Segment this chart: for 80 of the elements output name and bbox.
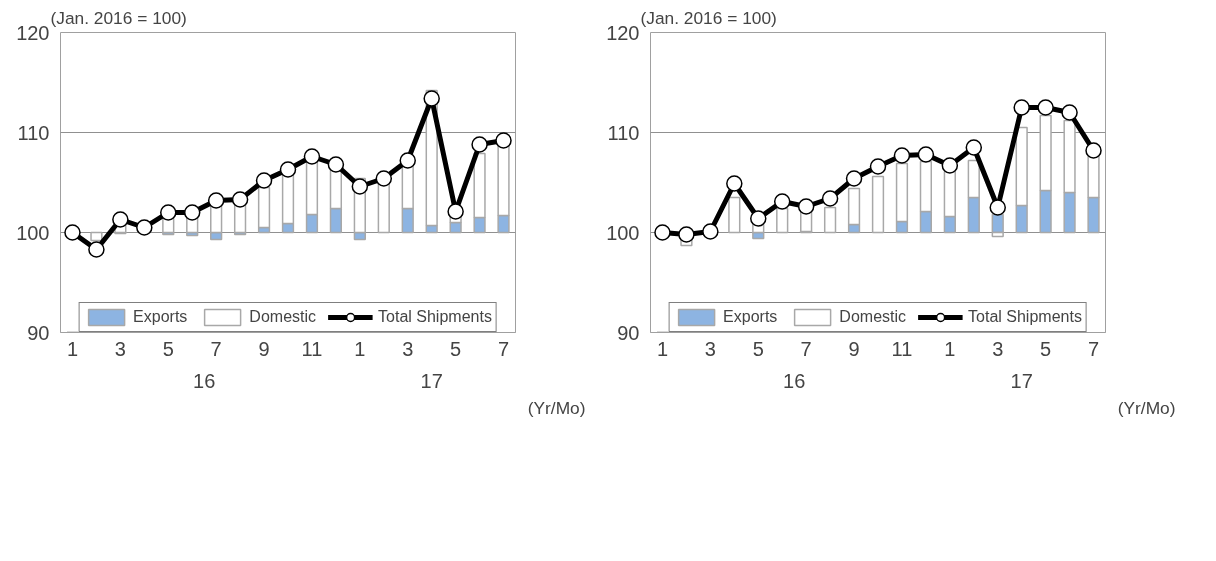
point — [136, 219, 153, 236]
text: 16 — [193, 369, 216, 392]
point — [1085, 142, 1102, 159]
x-tick-label: 1 — [656, 337, 669, 360]
point — [423, 90, 440, 107]
bar — [449, 221, 462, 234]
point — [917, 146, 935, 163]
point — [207, 192, 225, 209]
x-axis-title: (Yr/Mo) — [527, 397, 586, 418]
x-tick-label: 3 — [114, 337, 126, 360]
point — [112, 211, 129, 228]
point — [965, 139, 983, 156]
point — [1061, 104, 1078, 121]
x-tick-label: 1 — [944, 337, 956, 360]
point — [821, 190, 839, 207]
point — [88, 241, 105, 258]
point — [303, 148, 321, 165]
point — [797, 198, 815, 215]
point — [893, 147, 911, 164]
point — [941, 157, 959, 174]
x-tick-label: 9 — [848, 337, 860, 360]
x-tick-label: 3 — [402, 337, 414, 360]
point — [702, 223, 719, 240]
point — [495, 132, 512, 149]
y-tick-label: 110 — [607, 121, 640, 144]
x-tick-label: 1 — [66, 337, 79, 360]
chart-title: (Jan. 2016 = 100) — [50, 7, 187, 28]
x-tick-label: 5 — [162, 337, 174, 360]
point — [1013, 99, 1030, 116]
point — [773, 193, 791, 210]
x-tick-label: 5 — [1040, 337, 1052, 360]
x-tick-label: 3 — [704, 337, 716, 360]
point — [989, 199, 1006, 216]
legend-label: Domestic — [839, 308, 907, 326]
x-tick-label: 9 — [258, 337, 270, 360]
text: 17 — [1010, 369, 1033, 392]
y-tick-label: 120 — [16, 21, 50, 44]
x-tick-label: 11 — [301, 337, 323, 360]
x-tick-label: 7 — [497, 337, 510, 360]
legend-label: Exports — [723, 308, 778, 326]
x-axis-title: (Yr/Mo) — [1117, 397, 1176, 418]
point — [183, 204, 201, 221]
point — [231, 191, 249, 208]
legend-label: Exports — [133, 308, 188, 326]
point — [255, 172, 273, 189]
point — [845, 170, 863, 187]
point — [279, 161, 297, 178]
y-tick-label: 110 — [17, 121, 50, 144]
legend-label: Domestic — [249, 308, 317, 326]
point — [750, 210, 767, 227]
x-tick-label: 7 — [800, 337, 812, 360]
point — [1037, 99, 1054, 116]
point — [399, 152, 416, 169]
legend-label: Total Shipments — [968, 308, 1082, 326]
point — [160, 204, 177, 221]
point — [726, 175, 743, 192]
legend-label: Total Shipments — [378, 308, 492, 326]
bar — [728, 196, 741, 234]
y-tick-label: 100 — [606, 221, 640, 244]
x-tick-label: 5 — [752, 337, 764, 360]
point — [375, 170, 393, 187]
x-tick-label: 7 — [210, 337, 222, 360]
x-tick-label: 11 — [891, 337, 913, 360]
point — [351, 178, 369, 195]
point — [327, 156, 345, 173]
x-tick-label: 3 — [992, 337, 1004, 360]
point — [654, 224, 671, 241]
y-tick-label: 120 — [606, 21, 640, 44]
x-tick-label: 1 — [354, 337, 366, 360]
point — [869, 158, 887, 175]
y-tick-label: 100 — [16, 221, 50, 244]
y-tick-label: 90 — [27, 321, 50, 344]
x-tick-label: 5 — [450, 337, 462, 360]
point — [471, 136, 488, 153]
y-tick-label: 90 — [617, 321, 640, 344]
x-tick-label: 7 — [1087, 337, 1100, 360]
point — [64, 224, 81, 241]
chart-title: (Jan. 2016 = 100) — [640, 7, 777, 28]
text: 16 — [783, 369, 806, 392]
text: 17 — [420, 369, 443, 392]
